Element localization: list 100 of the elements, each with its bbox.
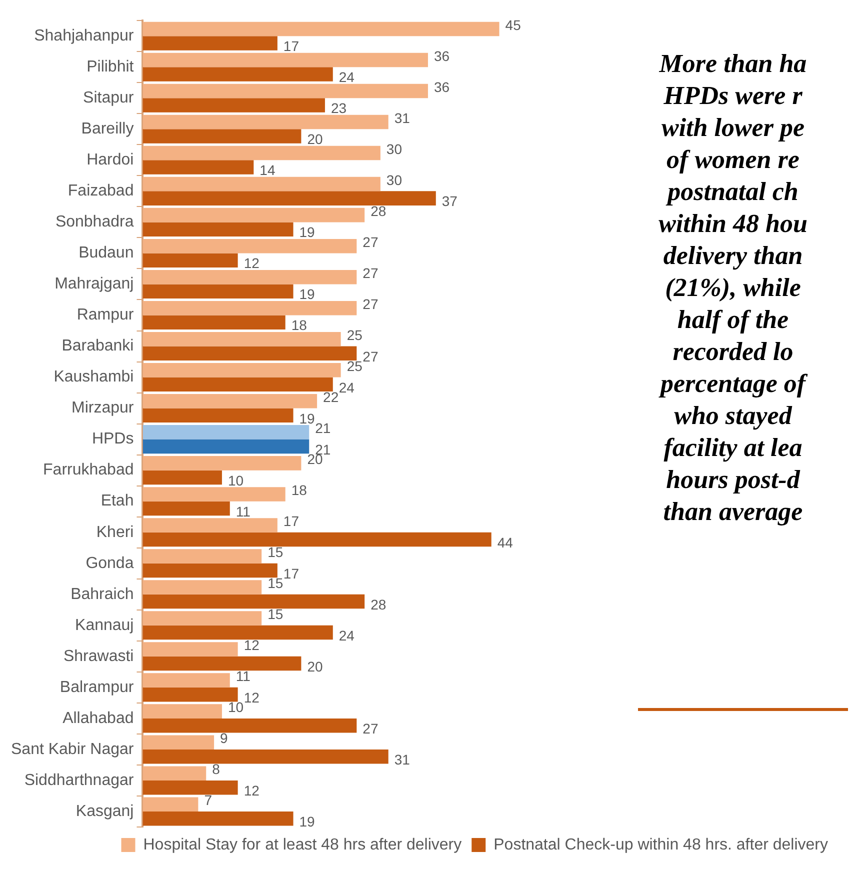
data-label: 36 <box>434 78 450 95</box>
bar <box>142 22 500 36</box>
data-label: 27 <box>362 264 378 281</box>
legend-label: Hospital Stay for at least 48 hrs after delivery <box>143 836 462 854</box>
y-tick-label: Bahraich <box>70 586 134 603</box>
y-tick-label: Faizabad <box>68 182 134 200</box>
data-label: 17 <box>283 513 300 530</box>
data-label: 18 <box>291 482 308 498</box>
bar <box>142 394 318 408</box>
bar <box>142 253 238 268</box>
data-label: 24 <box>338 627 355 644</box>
bar <box>142 487 286 502</box>
data-label: 10 <box>228 472 244 488</box>
bar <box>142 749 388 764</box>
y-tick-label: Balrampur <box>60 678 134 696</box>
y-tick-label: Kasganj <box>76 802 134 820</box>
bar <box>142 129 302 144</box>
y-tick-label: Mahrajganj <box>54 276 134 293</box>
data-label: 12 <box>244 689 260 706</box>
bar <box>142 501 230 516</box>
bar <box>142 797 198 812</box>
bar <box>142 532 492 547</box>
bar <box>142 363 341 378</box>
data-label: 19 <box>299 410 316 426</box>
y-tick-label: Gonda <box>86 554 134 572</box>
bar <box>142 611 262 626</box>
y-tick-label: Etah <box>100 492 134 510</box>
y-tick-label: Sonbhadra <box>55 214 134 231</box>
bar <box>142 377 333 392</box>
data-label: 11 <box>236 503 251 520</box>
bar <box>142 146 380 160</box>
data-label: 27 <box>362 348 378 364</box>
data-label: 19 <box>299 813 316 830</box>
data-label: 37 <box>442 193 458 210</box>
bar <box>142 673 230 688</box>
data-label: 19 <box>299 286 316 302</box>
data-label: 18 <box>291 317 308 334</box>
bar <box>142 594 365 609</box>
y-tick-label: Sitapur <box>83 90 134 107</box>
bar <box>142 735 214 750</box>
data-label: 45 <box>505 16 522 33</box>
bar <box>142 114 388 130</box>
data-label: 24 <box>338 379 355 396</box>
y-tick-label: Bareilly <box>81 120 134 138</box>
bar <box>142 160 254 174</box>
data-label: 24 <box>338 69 355 86</box>
y-tick-label: Hardoi <box>86 152 134 169</box>
bar <box>142 687 238 702</box>
y-tick-label: Allahabad <box>62 710 134 727</box>
bar <box>142 84 428 98</box>
bar <box>142 36 278 50</box>
data-label: 17 <box>283 565 300 582</box>
y-tick-label: Budaun <box>78 244 134 262</box>
data-label: 20 <box>307 131 323 148</box>
bar <box>142 642 238 656</box>
bar <box>142 718 357 733</box>
data-label: 14 <box>260 162 276 178</box>
data-label: 7 <box>204 792 212 808</box>
data-label: 12 <box>244 637 260 654</box>
y-tick-label: Kannauj <box>75 616 134 634</box>
bar <box>142 456 302 470</box>
data-label: 10 <box>228 699 244 716</box>
data-label: 19 <box>299 224 316 240</box>
bar <box>142 518 278 532</box>
bar <box>142 208 365 222</box>
data-label: 30 <box>386 140 402 157</box>
bar <box>142 176 380 192</box>
data-label: 28 <box>370 596 386 612</box>
data-label: 20 <box>307 658 323 674</box>
bar <box>142 625 333 640</box>
y-tick-label: Shahjahanpur <box>34 28 134 45</box>
data-label: 25 <box>346 358 363 374</box>
y-tick-label: Sant Kabir Nagar <box>11 740 134 758</box>
data-label: 12 <box>244 255 260 272</box>
bar <box>142 98 325 112</box>
data-label: 27 <box>362 234 378 250</box>
data-label: 31 <box>394 110 410 126</box>
y-tick-label: Siddharthnagar <box>24 772 134 789</box>
data-label: 44 <box>497 534 514 550</box>
data-label: 17 <box>283 38 300 54</box>
bar <box>142 52 428 68</box>
bar <box>142 191 436 206</box>
bar <box>142 300 357 316</box>
data-label: 27 <box>362 720 378 736</box>
bar <box>142 67 333 82</box>
bar <box>142 270 357 284</box>
data-label: 21 <box>315 420 331 436</box>
bar <box>142 780 238 795</box>
bar <box>142 425 310 440</box>
data-label: 36 <box>434 48 450 64</box>
bar <box>142 238 357 254</box>
data-label: 15 <box>268 575 284 592</box>
y-tick-label: Kheri <box>96 524 134 541</box>
bar <box>142 346 357 361</box>
bar <box>142 439 310 454</box>
text: More than ha HPDs were r with lower pe of women re postnatal ch within 48 hou delivery than (21%), while half of the recorded lo percentage of who stayed facility at lea hours post-d than average <box>658 49 808 526</box>
bar <box>142 811 294 826</box>
y-tick-label: Rampur <box>76 306 134 324</box>
y-tick-label: HPDs <box>92 430 134 448</box>
data-label: 22 <box>323 389 339 406</box>
